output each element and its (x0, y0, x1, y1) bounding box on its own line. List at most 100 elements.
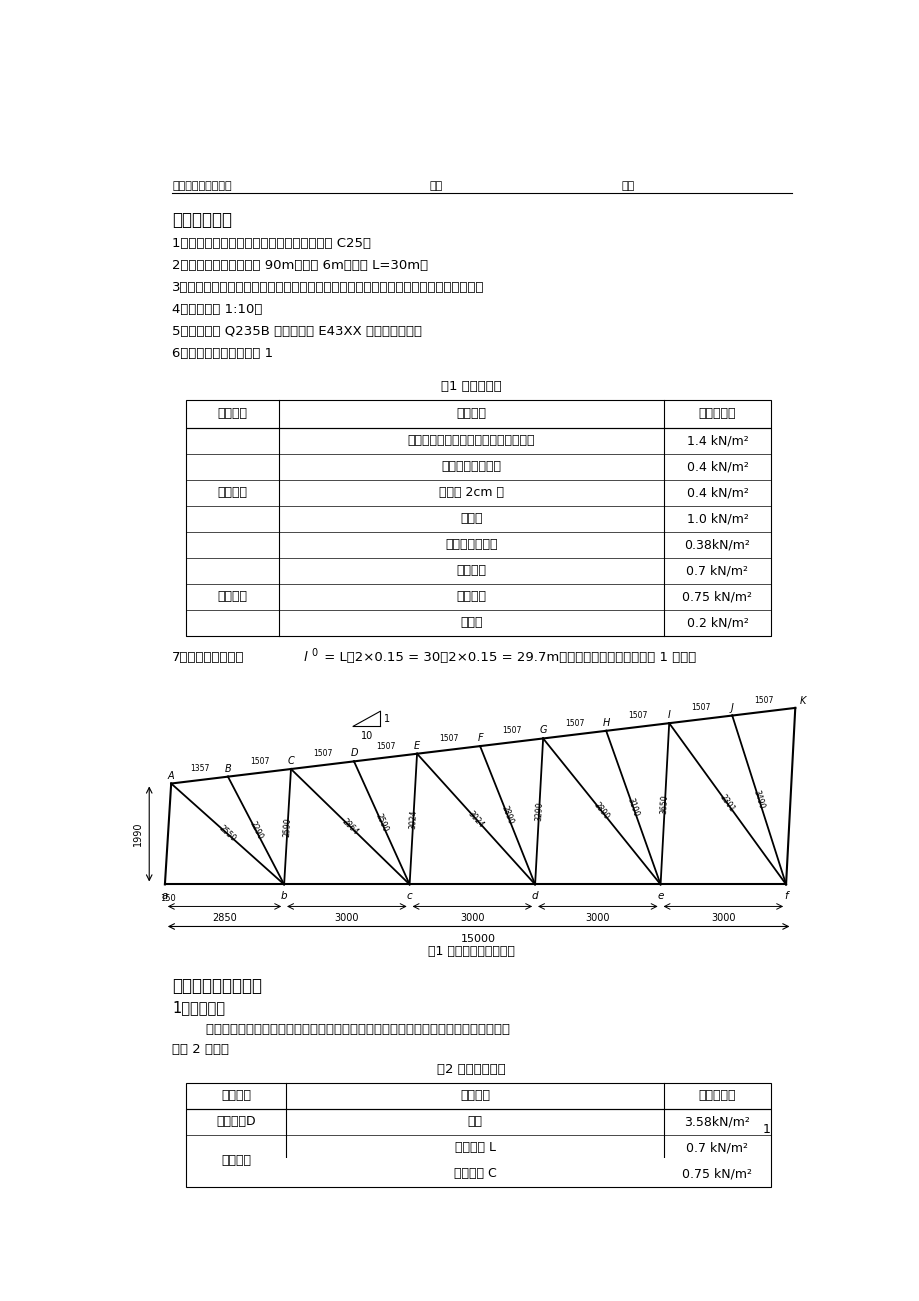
Text: 1990: 1990 (132, 822, 142, 846)
Text: 3100: 3100 (625, 798, 641, 818)
Text: 1.4 kN/m²: 1.4 kN/m² (686, 435, 747, 448)
Text: 1507: 1507 (564, 718, 584, 727)
Text: 姓名: 姓名 (621, 181, 634, 191)
Text: 2590: 2590 (282, 817, 292, 837)
Text: 3000: 3000 (335, 913, 358, 924)
Text: 6、屋面荷载标准值见表 1: 6、屋面荷载标准值见表 1 (172, 347, 273, 360)
Text: H: H (602, 718, 609, 727)
Text: 10: 10 (360, 731, 372, 742)
Text: 1: 1 (762, 1123, 770, 1136)
Text: 1、荷载计算: 1、荷载计算 (172, 1000, 225, 1016)
Text: 0.4 kN/m²: 0.4 kN/m² (686, 487, 748, 500)
Text: J: J (730, 703, 732, 713)
Text: 0.4 kN/m²: 0.4 kN/m² (686, 461, 748, 474)
Text: 一、设计资料: 一、设计资料 (172, 211, 232, 229)
Text: 1、屋架铰支于钢筋混凝土柱顶，混凝土标号 C25；: 1、屋架铰支于钢筋混凝土柱顶，混凝土标号 C25； (172, 237, 370, 250)
Text: 荷载类型: 荷载类型 (221, 1089, 251, 1102)
Text: 0.7 kN/m²: 0.7 kN/m² (686, 565, 748, 578)
Text: 屋面活载 L: 屋面活载 L (454, 1141, 495, 1154)
Text: C: C (288, 756, 294, 766)
Text: 永久荷载: 永久荷载 (218, 487, 247, 500)
Text: 3000: 3000 (585, 913, 609, 924)
Text: 图1 屋架形式及几何尺寸: 图1 屋架形式及几何尺寸 (427, 945, 515, 958)
Text: 表2 屋面荷载汇总: 表2 屋面荷载汇总 (437, 1063, 505, 1076)
Text: 屋面活载: 屋面活载 (456, 565, 486, 578)
Text: 屋架及支撑重量: 屋架及支撑重量 (445, 539, 497, 552)
Text: F: F (477, 732, 482, 743)
Text: 3650: 3650 (659, 794, 669, 813)
Text: I: I (667, 710, 670, 721)
Text: 3.58kN/m²: 3.58kN/m² (684, 1115, 750, 1128)
Bar (186, 1108, 770, 1187)
Text: b: b (280, 891, 287, 902)
Text: 永久荷载D: 永久荷载D (216, 1115, 255, 1128)
Text: a: a (162, 891, 168, 902)
Text: 1507: 1507 (438, 734, 458, 743)
Text: 1.0 kN/m²: 1.0 kN/m² (686, 513, 748, 526)
Text: E: E (414, 740, 420, 751)
Text: 3000: 3000 (460, 913, 484, 924)
Text: 积灰荷载: 积灰荷载 (456, 591, 486, 604)
Text: 雪荷载: 雪荷载 (460, 617, 482, 630)
Text: 2590: 2590 (373, 812, 390, 834)
Text: 1507: 1507 (312, 749, 332, 758)
Text: 2850: 2850 (212, 913, 236, 924)
Text: 2、车间柱网布置：长度 90m；柱距 6m；跨度 L=30m；: 2、车间柱网布置：长度 90m；柱距 6m；跨度 L=30m； (172, 259, 427, 272)
Text: 总计: 总计 (467, 1115, 482, 1128)
Text: 找平层 2cm 厚: 找平层 2cm 厚 (438, 487, 504, 500)
Text: 荷载类型: 荷载类型 (218, 407, 247, 420)
Text: 3024: 3024 (466, 809, 485, 829)
Text: 1507: 1507 (249, 757, 269, 766)
Text: 荷载名称: 荷载名称 (460, 1089, 490, 1102)
Bar (186, 1082, 770, 1108)
Text: 3290: 3290 (534, 801, 543, 821)
Text: l: l (303, 650, 307, 664)
Text: 2290: 2290 (247, 820, 264, 842)
Text: 表1 荷载标准值: 表1 荷载标准值 (440, 380, 502, 393)
Text: 梯形钢屋架课程设计: 梯形钢屋架课程设计 (172, 181, 232, 191)
Text: 0.7 kN/m²: 0.7 kN/m² (686, 1141, 748, 1154)
Text: 预应力钢筋混凝土屋面板（包括嵌缝）: 预应力钢筋混凝土屋面板（包括嵌缝） (407, 435, 535, 448)
Text: 1507: 1507 (690, 704, 709, 713)
Text: 如表 2 所示：: 如表 2 所示： (172, 1042, 229, 1055)
Text: 2301: 2301 (718, 794, 736, 814)
Text: 3024: 3024 (408, 809, 418, 829)
Text: 可变荷载: 可变荷载 (221, 1154, 251, 1167)
Text: 3490: 3490 (751, 790, 766, 811)
Text: 0.38kN/m²: 0.38kN/m² (684, 539, 750, 552)
Text: 3000: 3000 (710, 913, 735, 924)
Text: K: K (799, 696, 805, 706)
Text: 学号: 学号 (429, 181, 442, 191)
Text: D: D (350, 748, 357, 758)
Bar (186, 428, 770, 636)
Text: 0.75 kN/m²: 0.75 kN/m² (682, 591, 752, 604)
Text: e: e (657, 891, 663, 902)
Text: 1507: 1507 (754, 696, 773, 705)
Text: 二毡三油加绿豆沙: 二毡三油加绿豆沙 (441, 461, 501, 474)
Text: 0.75 kN/m²: 0.75 kN/m² (682, 1167, 752, 1180)
Text: 根据荷载规范，屋面活荷载与雪荷载不会同时出现，取两者较大值计算。屋面荷载汇总: 根据荷载规范，屋面活荷载与雪荷载不会同时出现，取两者较大值计算。屋面荷载汇总 (172, 1023, 509, 1036)
Text: 2550: 2550 (217, 824, 238, 844)
Text: 15000: 15000 (460, 934, 495, 945)
Text: A: A (167, 770, 175, 781)
Text: 荷载标准值: 荷载标准值 (698, 407, 735, 420)
Text: 1357: 1357 (189, 764, 209, 773)
Text: 150: 150 (160, 894, 176, 903)
Text: c: c (406, 891, 412, 902)
Text: G: G (539, 726, 546, 735)
Bar (186, 399, 770, 428)
Text: 二、荷载与内力计算: 二、荷载与内力计算 (172, 977, 262, 994)
Text: B: B (224, 764, 231, 774)
Text: 1507: 1507 (376, 742, 395, 751)
Text: 7、屋架计算跨度：: 7、屋架计算跨度： (172, 650, 244, 664)
Text: 4、屋面坡度 1:10；: 4、屋面坡度 1:10； (172, 303, 262, 316)
Text: d: d (531, 891, 538, 902)
Text: = L－2×0.15 = 30－2×0.15 = 29.7m，屋架形式和几何尺寸如图 1 所示。: = L－2×0.15 = 30－2×0.15 = 29.7m，屋架形式和几何尺寸… (320, 650, 696, 664)
Text: 2864: 2864 (340, 817, 360, 837)
Text: 0: 0 (312, 648, 318, 658)
Text: 1507: 1507 (502, 726, 521, 735)
Text: 3、上弦平面侧向支撑间距为两倍节间长度，下弦平面在柱顶和跨中各设一道纵向系杆；: 3、上弦平面侧向支撑间距为两倍节间长度，下弦平面在柱顶和跨中各设一道纵向系杆； (172, 281, 484, 294)
Text: 积灰荷载 C: 积灰荷载 C (453, 1167, 496, 1180)
Text: 荷载名称: 荷载名称 (456, 407, 486, 420)
Text: 2890: 2890 (499, 804, 515, 826)
